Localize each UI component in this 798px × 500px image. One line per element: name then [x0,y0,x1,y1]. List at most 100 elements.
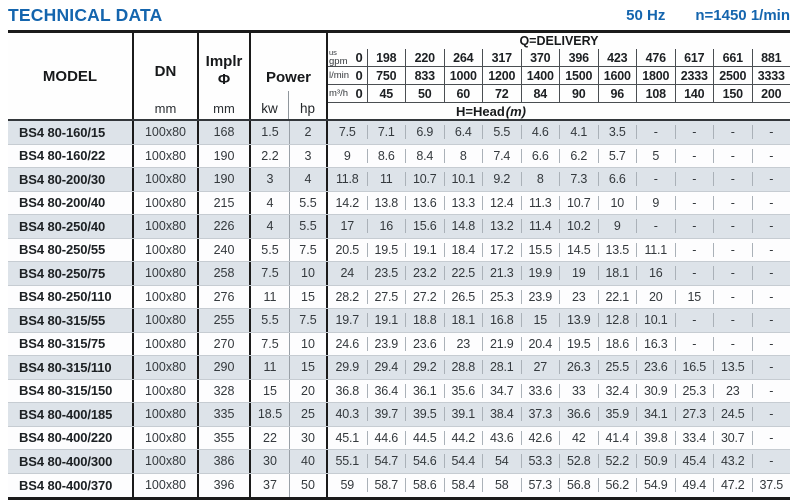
model-cell: BS4 80-315/110 [8,356,134,379]
head-value-cell: 6.2 [559,148,598,163]
table-row: BS4 80-250/75 100x80 258 7.5 10 24 23.5 23.2 22.… [8,262,790,286]
flow-value-cell: 60 [443,85,483,102]
head-value-cell: 35.9 [597,407,637,422]
flow-value-cell: 1200 [482,67,521,84]
kw-cell: 5.5 [251,309,290,332]
dn-cell: 100x80 [134,285,199,308]
model-cell: BS4 80-250/75 [8,262,134,285]
kw-cell: 11 [251,356,290,379]
head-value-cell: 14.2 [335,195,360,210]
flow-value-cell: 1800 [636,67,675,84]
page-title: TECHNICAL DATA [8,5,163,25]
head-value-cell: - [713,148,752,163]
flow-value-cell: 881 [751,49,791,66]
flow-value-cell: 198 [366,49,406,66]
head-value-cell: - [636,125,675,140]
head-value-cell: - [713,125,752,140]
head-value-cell: 6.4 [443,125,483,140]
model-cell: BS4 80-400/370 [8,473,134,497]
head-value-cell: - [713,219,752,234]
flow-value-cell: 50 [405,85,444,102]
head-value-cell: 15 [520,313,560,328]
dn-cell: 100x80 [134,168,199,191]
model-cell: BS4 80-160/22 [8,144,134,167]
head-value-cell: 9 [636,195,675,210]
head-value-cell: 13.5 [597,242,637,257]
head-value-cell: 24.6 [335,336,360,351]
head-value-cell: - [713,266,752,281]
kw-cell: 11 [251,285,290,308]
kw-cell: 1.5 [251,121,290,144]
hp-cell: 3 [290,144,328,167]
model-cell: BS4 80-200/30 [8,168,134,191]
head-value-cell: 32.4 [597,383,637,398]
flow-value-cell: 423 [597,49,637,66]
head-values-row: 11.8 11 10.7 10.1 9.2 8 7.3 6.6- - - - [328,168,790,191]
head-value-cell: 9 [597,219,637,234]
head-values-row: 17 16 15.6 14.8 13.2 11.4 10.2 9- - - - [328,215,790,238]
impeller-cell: 168 [199,121,251,144]
head-value-cell: 54.6 [405,454,444,469]
head-value-cell: 56.8 [559,478,598,493]
head-values-row: 14.2 13.8 13.6 13.3 12.4 11.3 10.7 10 9- - - [328,192,790,215]
head-value-cell: 36.1 [405,383,444,398]
head-value-cell: 33 [559,383,598,398]
head-value-cell: - [751,125,791,140]
head-value-cell: 13.6 [405,195,444,210]
head-value-cell: 42.6 [520,430,560,445]
table-row: BS4 80-315/110 100x80 290 11 15 29.9 29.4 29.2 2… [8,356,790,380]
model-cell: BS4 80-400/220 [8,426,134,449]
head-value-cell: - [751,172,791,187]
head-value-cell: 13.5 [713,360,752,375]
head-value-cell: 39.7 [366,407,406,422]
head-value-cell: 16 [366,219,406,234]
head-values-row: 40.3 39.7 39.5 39.1 38.4 37.3 36.6 35.9 34.1 27.3… [328,403,790,426]
head-value-cell: 37.5 [751,478,791,493]
head-value-cell: 27 [520,360,560,375]
power-unit-row: kw hp [251,91,326,119]
table-row: BS4 80-400/300 100x80 386 30 40 55.1 54.7 54.6 5… [8,450,790,474]
table-row: BS4 80-315/55 100x80 255 5.5 7.5 19.7 19.1 18.8… [8,309,790,333]
flow-value-cell: 2500 [713,67,752,84]
head-value-cell: 21.3 [482,266,521,281]
head-value-cell: 23.6 [636,360,675,375]
head-value-cell: - [636,172,675,187]
kw-cell: 30 [251,450,290,473]
head-value-cell: 57.3 [520,478,560,493]
head-value-cell: 21.9 [482,336,521,351]
head-value-cell: 27.2 [405,289,444,304]
kw-cell: 7.5 [251,262,290,285]
kw-cell: 37 [251,473,290,497]
head-value-cell: 53.3 [520,454,560,469]
head-value-cell: 33.6 [520,383,560,398]
hp-cell: 7.5 [290,309,328,332]
flow-unit-label: m³/h [329,89,348,99]
head-value-cell: 19.1 [405,242,444,257]
hp-cell: 30 [290,426,328,449]
impeller-cell: 290 [199,356,251,379]
dn-cell: 100x80 [134,332,199,355]
flow-value-cell: 833 [405,67,444,84]
head-value-cell: 10.7 [559,195,598,210]
impeller-cell: 335 [199,403,251,426]
table-row: BS4 80-160/22 100x80 190 2.2 3 9 8.6 8.4 8 7.4 6.6… [8,144,790,168]
head-value-cell: 23.5 [366,266,406,281]
impeller-label-text: Implr [205,53,243,70]
head-value-cell: - [751,148,791,163]
head-value-cell: 34.1 [636,407,675,422]
hp-cell: 15 [290,356,328,379]
head-value-cell: 28.1 [482,360,521,375]
head-value-cell: 54.4 [443,454,483,469]
head-value-cell: 30.9 [636,383,675,398]
impeller-cell: 255 [199,309,251,332]
head-value-cell: - [751,266,791,281]
dn-cell: 100x80 [134,426,199,449]
head-values-row: 9 8.6 8.4 8 7.4 6.6 6.2 5.7 5- - - [328,145,790,168]
flow-value-cell: 1400 [520,67,560,84]
hp-cell: 40 [290,450,328,473]
head-value-cell: 18.6 [597,336,637,351]
head-value-cell: 15.6 [405,219,444,234]
head-value-cell: 30.7 [713,430,752,445]
head-value-cell: 11.1 [636,242,675,257]
model-cell: BS4 80-200/40 [8,191,134,214]
